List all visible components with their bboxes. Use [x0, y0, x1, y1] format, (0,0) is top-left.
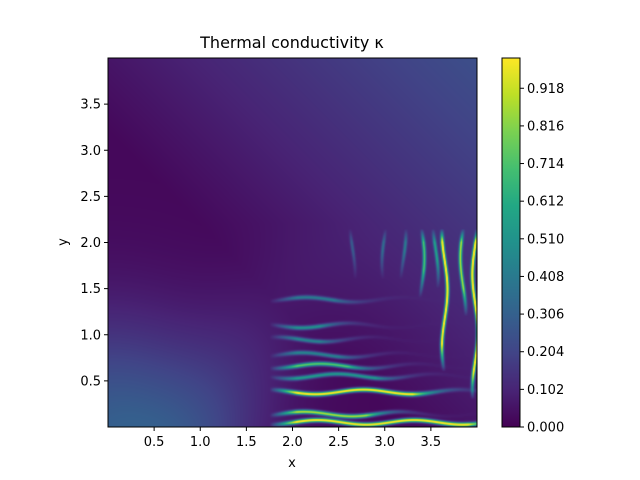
x-tick-label: 3.0 — [374, 435, 395, 450]
x-tick-label: 0.5 — [144, 435, 165, 450]
colorbar-bar — [501, 57, 521, 428]
heatmap-image — [108, 58, 477, 427]
x-tick-label: 3.5 — [421, 435, 442, 450]
chart-title: Thermal conductivity κ — [199, 33, 384, 52]
colorbar-tick-label: 0.000 — [527, 421, 564, 436]
y-tick-label: 2.0 — [80, 236, 101, 251]
x-tick-label: 1.5 — [236, 435, 257, 450]
x-axis: 0.5 1.0 1.5 2.0 2.5 3.0 3.5 — [144, 427, 441, 450]
colorbar-tick-label: 0.306 — [527, 308, 564, 323]
x-tick-label: 2.5 — [328, 435, 349, 450]
plot-area — [107, 57, 478, 428]
y-tick-label: 2.5 — [80, 190, 101, 205]
colorbar: 0.000 0.102 0.204 0.306 0.408 0.510 0.612 0.714… — [501, 57, 564, 436]
colorbar-tick-label: 0.612 — [527, 195, 564, 210]
colorbar-ticks: 0.000 0.102 0.204 0.306 0.408 0.510 0.612 0.714… — [520, 82, 564, 436]
colorbar-tick-label: 0.408 — [527, 270, 564, 285]
y-tick-label: 3.0 — [80, 144, 101, 159]
colorbar-tick-label: 0.102 — [527, 383, 564, 398]
x-tick-label: 2.0 — [282, 435, 303, 450]
colorbar-tick-label: 0.510 — [527, 232, 564, 247]
y-axis: 0.5 1.0 1.5 2.0 2.5 3.0 3.5 — [80, 98, 108, 389]
heatmap-container — [108, 58, 477, 427]
x-tick-label: 1.0 — [190, 435, 211, 450]
colorbar-tick-label: 0.918 — [527, 82, 564, 97]
y-tick-label: 0.5 — [80, 374, 101, 389]
y-tick-label: 3.5 — [80, 98, 101, 113]
x-axis-label: x — [288, 456, 296, 471]
y-tick-label: 1.0 — [80, 328, 101, 343]
y-tick-label: 1.5 — [80, 282, 101, 297]
colorbar-tick-label: 0.714 — [527, 157, 564, 172]
y-axis-label: y — [56, 238, 71, 246]
colorbar-tick-label: 0.204 — [527, 345, 564, 360]
colorbar-tick-label: 0.816 — [527, 119, 564, 134]
